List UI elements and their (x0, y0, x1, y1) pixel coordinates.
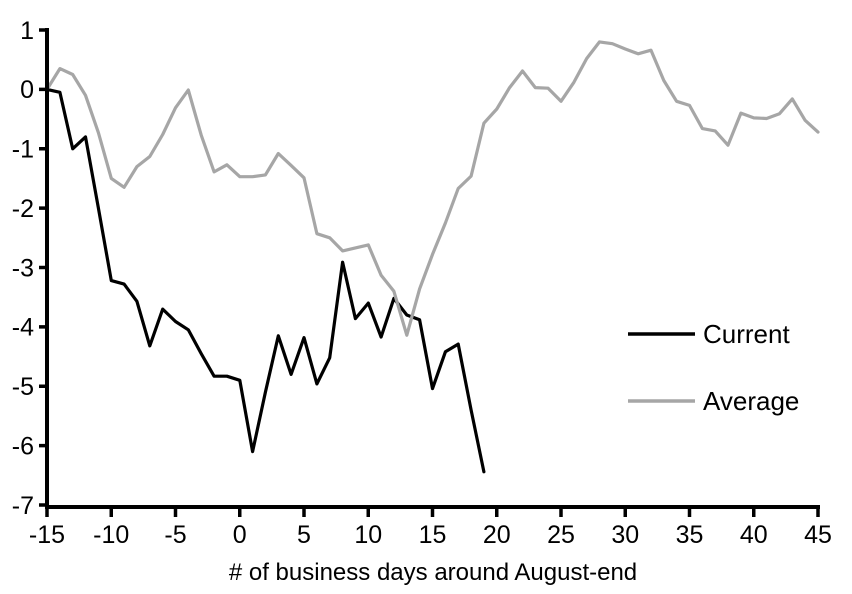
y-tick-label: 1 (20, 17, 34, 45)
y-tick-label: -4 (12, 314, 34, 342)
x-tick-label: 35 (676, 521, 704, 549)
x-tick-label: 5 (297, 521, 311, 549)
series-line-average (45, 40, 820, 337)
y-tick-label: -5 (12, 373, 34, 401)
y-tick-label: -7 (12, 492, 34, 520)
x-tick-label: 30 (611, 521, 639, 549)
x-tick-label: -10 (93, 521, 129, 549)
y-tick-label: -3 (12, 254, 34, 282)
series-line-current (45, 87, 486, 474)
x-tick-label: 40 (740, 521, 768, 549)
legend: Current Average (628, 319, 799, 416)
y-tick-label: -6 (12, 432, 34, 460)
x-axis-title: # of business days around August-end (229, 559, 637, 586)
x-tick-label: -5 (164, 521, 186, 549)
x-tick-label: 10 (354, 521, 382, 549)
x-tick-label: 20 (483, 521, 511, 549)
x-tick-label: 45 (804, 521, 832, 549)
x-tick-label: 25 (547, 521, 575, 549)
legend-label-current: Current (703, 319, 790, 349)
x-tick-label: 0 (233, 521, 247, 549)
series-lines (45, 40, 820, 474)
y-tick-label: -2 (12, 195, 34, 223)
legend-label-average: Average (703, 386, 799, 416)
y-tick-label: -1 (12, 136, 34, 164)
axes: 10-1-2-3-4-5-6-7-15 -10 -5 0 5 10 15 20 25 30 35 40… (12, 17, 832, 549)
x-tick-label: 15 (419, 521, 447, 549)
x-tick-label: -15 (29, 521, 65, 549)
y-tick-label: 0 (20, 76, 34, 104)
